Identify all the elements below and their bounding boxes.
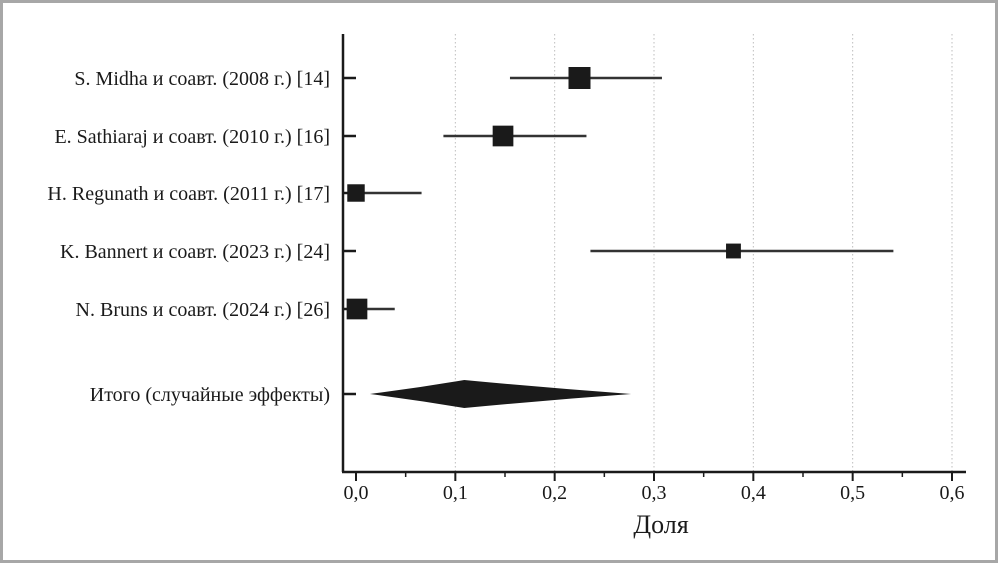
x-axis-label: Доля [633,510,688,539]
point-estimate [492,125,514,147]
study-label: E. Sathiaraj и соавт. (2010 г.) [16] [54,126,330,148]
study-rows: S. Midha и соавт. (2008 г.) [14] E. Sathi… [47,67,894,408]
x-tick-label: 0,4 [741,482,766,504]
x-tick-label: 0,0 [344,482,369,504]
study-label: S. Midha и соавт. (2008 г.) [14] [74,68,330,90]
summary-diamond [369,380,632,408]
point-estimate [726,243,741,259]
summary-label: Итого (случайные эффекты) [90,384,330,406]
x-tick-label: 0,1 [443,482,468,504]
point-estimate [347,184,365,202]
x-tick-label: 0,3 [642,482,667,504]
grid-lines [454,34,953,471]
study-label: N. Bruns и соавт. (2024 г.) [26] [76,299,330,321]
point-estimate [346,298,368,320]
study-label: H. Regunath и соавт. (2011 г.) [17] [47,183,330,205]
study-label: K. Bannert и соавт. (2023 г.) [24] [60,241,330,263]
x-ticks: 0,0 0,1 0,2 0,3 0,4 0,5 0,6 [344,472,965,504]
x-tick-label: 0,5 [840,482,865,504]
point-estimate [568,67,591,89]
x-tick-label: 0,2 [542,482,567,504]
x-tick-label: 0,6 [940,482,965,504]
